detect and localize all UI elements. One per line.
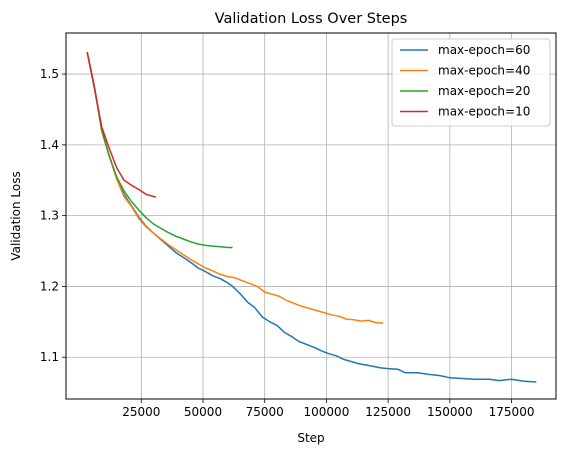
legend: max-epoch=60 max-epoch=40 max-epoch=20 max-… (391, 38, 551, 127)
x-tick-label: 100000 (304, 405, 350, 419)
series-lines (86, 51, 537, 383)
y-axis-label: Validation Loss (9, 171, 23, 260)
legend-box (391, 38, 551, 127)
y-tick-label: 1.2 (40, 279, 59, 293)
series-line-2 (86, 51, 384, 325)
legend-label: max-epoch=60 (438, 43, 530, 57)
y-tick-label: 1.5 (40, 67, 59, 81)
y-tick-label: 1.3 (40, 209, 59, 223)
series-line-4 (86, 51, 157, 198)
chart-title: Validation Loss Over Steps (215, 11, 408, 27)
x-tick-label: 175000 (489, 405, 535, 419)
y-tick-label: 1.1 (40, 350, 59, 364)
x-tick-label: 125000 (365, 405, 411, 419)
x-tick-label: 75000 (246, 405, 284, 419)
grid (66, 33, 556, 399)
y-tick-label: 1.4 (40, 138, 59, 152)
series-line-3 (86, 51, 233, 249)
x-tick-label: 150000 (427, 405, 473, 419)
x-tick-label: 50000 (184, 405, 222, 419)
x-tick-label: 25000 (122, 405, 160, 419)
axis-ticks: 25000 50000 75000 100000 125000 150000 175000 1… (40, 67, 535, 419)
legend-label: max-epoch=10 (438, 105, 530, 119)
legend-label: max-epoch=40 (438, 64, 530, 78)
x-axis-label: Step (297, 431, 324, 445)
legend-label: max-epoch=20 (438, 84, 530, 98)
